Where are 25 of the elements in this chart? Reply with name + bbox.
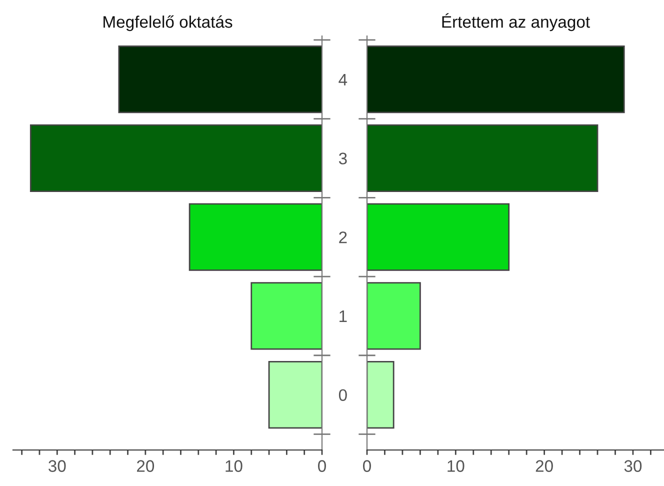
- bar: [367, 124, 598, 192]
- chart-title: Megfelelő oktatás: [104, 15, 232, 32]
- x-tick-label: 0: [363, 460, 371, 472]
- x-tick-label: 20: [137, 460, 154, 472]
- y-tick-label: 0: [338, 389, 347, 402]
- bar: [268, 360, 322, 429]
- bar: [367, 203, 510, 271]
- y-tick-label: 1: [340, 310, 347, 322]
- bar: [367, 282, 421, 350]
- x-tick-label: 10: [226, 460, 242, 472]
- bar: [367, 360, 394, 429]
- chart-title: Értettem az anyagot: [442, 13, 590, 32]
- x-tick-label: 20: [536, 460, 553, 472]
- x-tick-label: 0: [318, 460, 326, 472]
- bar: [118, 46, 322, 114]
- bar: [367, 46, 625, 114]
- x-tick-label: 30: [48, 460, 66, 472]
- x-tick-label: 30: [624, 460, 642, 472]
- y-tick-label: 3: [338, 152, 347, 164]
- bar: [30, 124, 322, 192]
- bar: [250, 282, 322, 350]
- x-tick-label: 10: [448, 460, 464, 472]
- y-tick-label: 2: [339, 231, 347, 244]
- bar: [188, 203, 322, 271]
- y-tick-label: 4: [338, 74, 348, 86]
